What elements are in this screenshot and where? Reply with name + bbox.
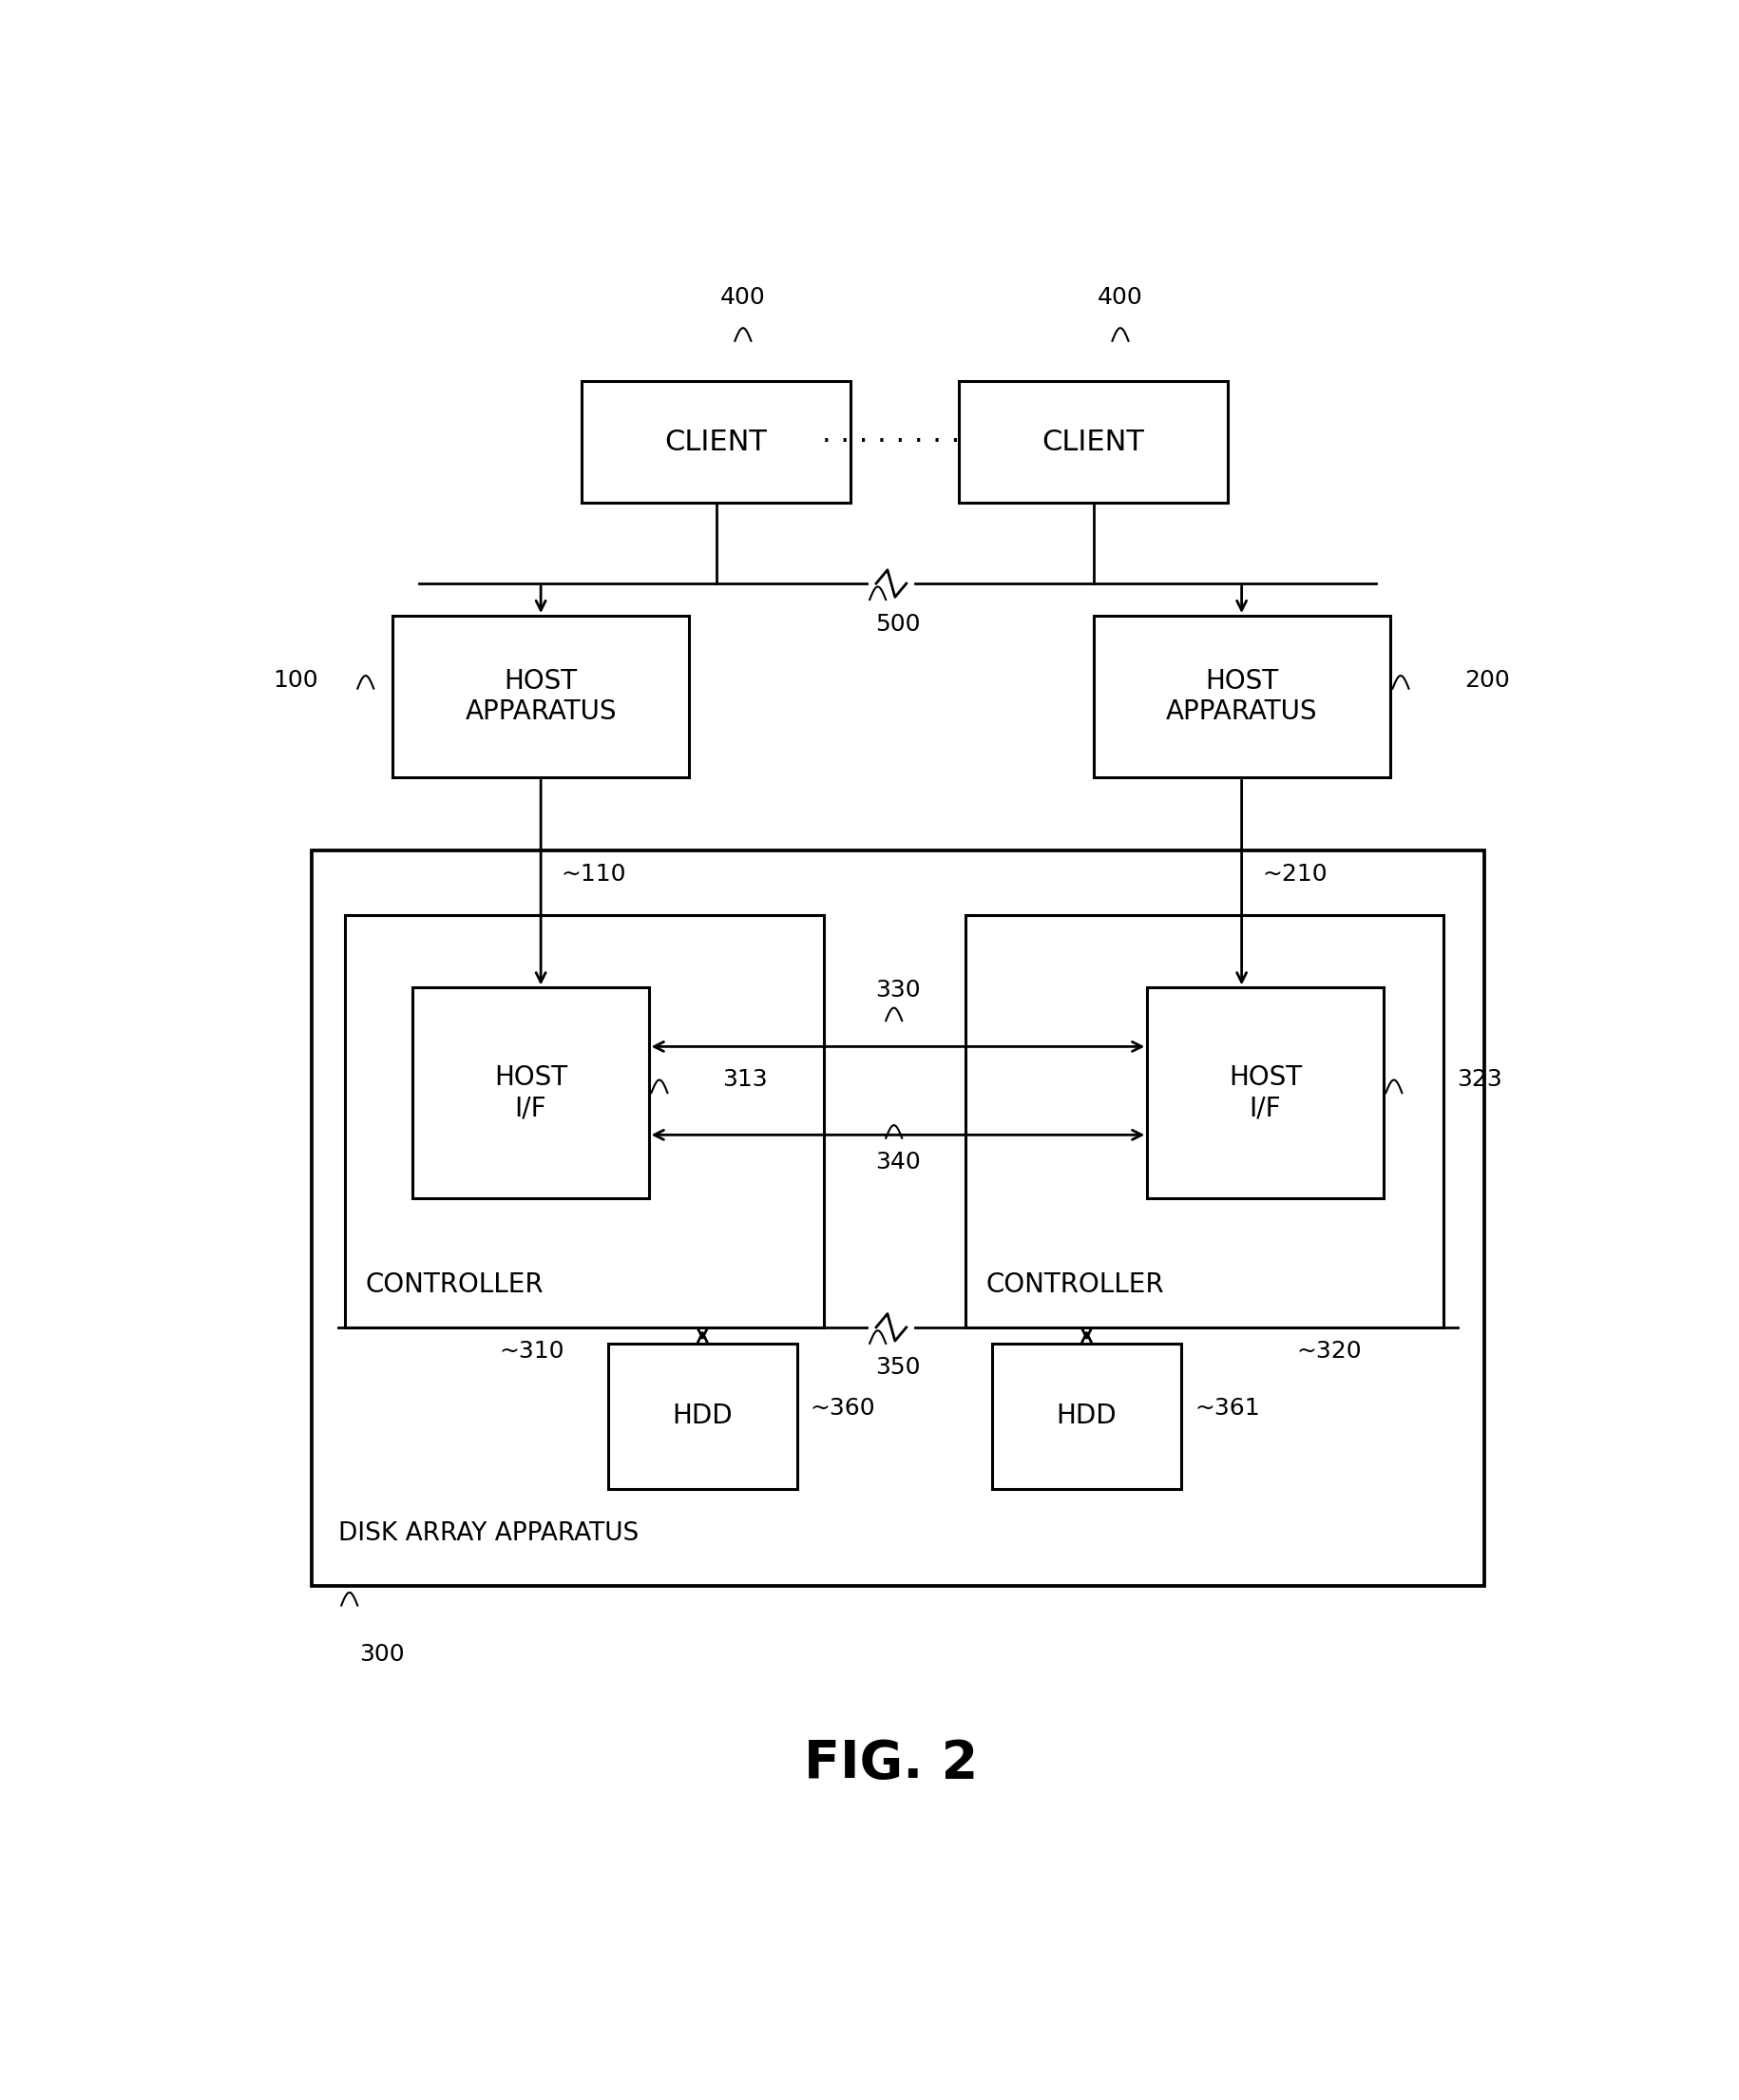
Text: FIG. 2: FIG. 2 xyxy=(803,1739,979,1789)
Text: 400: 400 xyxy=(1097,286,1143,309)
Text: DISK ARRAY APPARATUS: DISK ARRAY APPARATUS xyxy=(339,1520,640,1546)
Text: ~320: ~320 xyxy=(1296,1340,1362,1363)
Text: HDD: HDD xyxy=(673,1403,732,1430)
Text: CONTROLLER: CONTROLLER xyxy=(986,1273,1163,1298)
Bar xyxy=(581,382,850,502)
Bar xyxy=(393,615,689,777)
Text: CLIENT: CLIENT xyxy=(664,428,767,456)
Text: · · · · · · · ·: · · · · · · · · xyxy=(823,428,960,456)
Text: HOST
APPARATUS: HOST APPARATUS xyxy=(1165,668,1318,724)
Text: 400: 400 xyxy=(720,286,765,309)
Text: ~110: ~110 xyxy=(562,863,626,886)
Bar xyxy=(993,1344,1181,1489)
Text: 100: 100 xyxy=(273,670,318,691)
Text: 323: 323 xyxy=(1457,1069,1502,1092)
Text: 313: 313 xyxy=(723,1069,769,1092)
Text: 300: 300 xyxy=(358,1642,403,1665)
Bar xyxy=(958,382,1228,502)
Bar xyxy=(1148,987,1383,1197)
Text: 340: 340 xyxy=(875,1151,920,1174)
Bar xyxy=(609,1344,796,1489)
Text: ~361: ~361 xyxy=(1195,1396,1259,1420)
Text: CONTROLLER: CONTROLLER xyxy=(365,1273,544,1298)
Text: ~210: ~210 xyxy=(1263,863,1327,886)
Text: 330: 330 xyxy=(875,979,920,1002)
Text: HOST
APPARATUS: HOST APPARATUS xyxy=(464,668,617,724)
Bar xyxy=(346,916,824,1327)
Text: ~310: ~310 xyxy=(499,1340,565,1363)
Text: HDD: HDD xyxy=(1056,1403,1116,1430)
Text: HOST
I/F: HOST I/F xyxy=(1228,1065,1303,1121)
Text: 500: 500 xyxy=(875,613,920,636)
Text: CLIENT: CLIENT xyxy=(1042,428,1144,456)
Bar xyxy=(412,987,649,1197)
Bar xyxy=(311,850,1483,1586)
Bar xyxy=(1094,615,1389,777)
Text: 350: 350 xyxy=(875,1357,920,1380)
Text: 200: 200 xyxy=(1464,670,1509,691)
Bar xyxy=(965,916,1443,1327)
Text: ~360: ~360 xyxy=(810,1396,875,1420)
Text: HOST
I/F: HOST I/F xyxy=(494,1065,567,1121)
